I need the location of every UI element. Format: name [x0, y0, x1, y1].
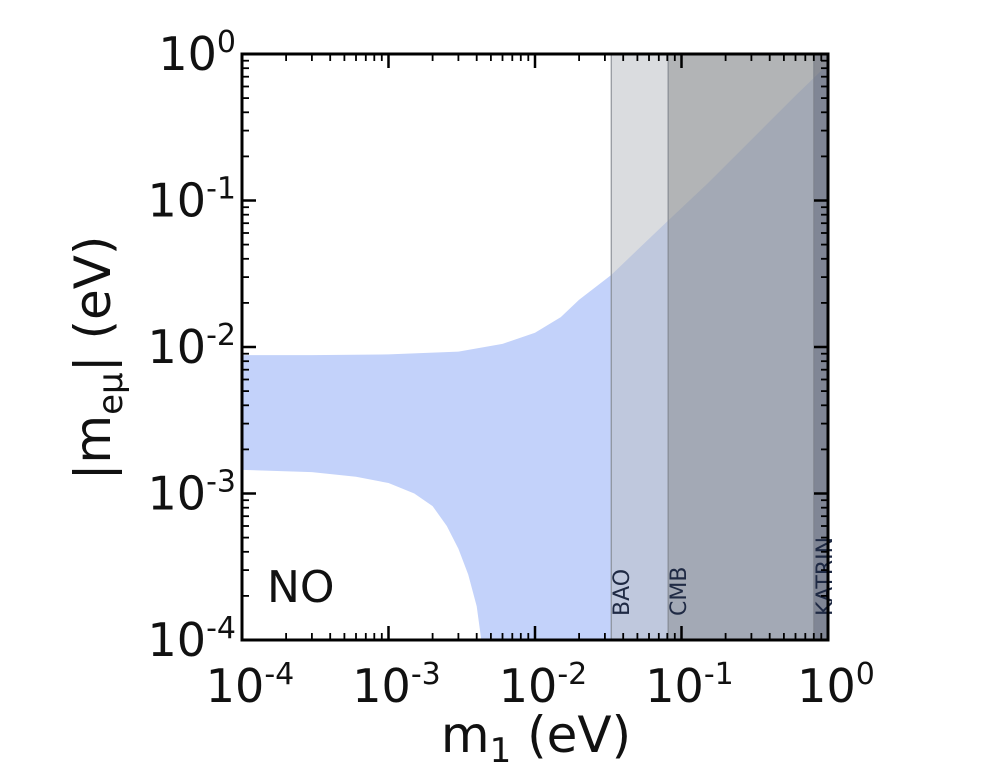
cmb-exclusion-band [667, 54, 828, 640]
x-tick-label: 10-1 [645, 657, 733, 713]
katrin-band-label: KATRIN [813, 537, 838, 616]
band-labels: BAO CMB KATRIN [610, 537, 838, 616]
y-axis-title: |meμ| (eV) [64, 236, 131, 481]
y-tick-label: 10-1 [148, 172, 236, 228]
x-tick-label: 10-3 [352, 657, 440, 713]
panel-label: NO [267, 562, 335, 613]
y-tick-label: 10-4 [148, 611, 236, 667]
plot-area [242, 54, 828, 640]
x-tick-label: 10-2 [499, 657, 587, 713]
bao-exclusion-band [610, 54, 828, 640]
x-axis-title: m1 (eV) [441, 706, 631, 771]
y-tick-labels: 10-4 10-3 10-2 10-1 100 [148, 25, 236, 667]
x-tick-label: 100 [797, 657, 875, 713]
y-tick-label: 100 [158, 25, 236, 81]
x-tick-labels: 10-4 10-3 10-2 10-1 100 [206, 657, 875, 713]
plot-frame [240, 52, 830, 642]
y-tick-label: 10-2 [148, 318, 236, 374]
x-tick-label: 10-4 [206, 657, 294, 713]
y-tick-label: 10-3 [148, 465, 236, 521]
bao-band-label: BAO [610, 569, 635, 616]
cmb-band-label: CMB [667, 567, 692, 616]
